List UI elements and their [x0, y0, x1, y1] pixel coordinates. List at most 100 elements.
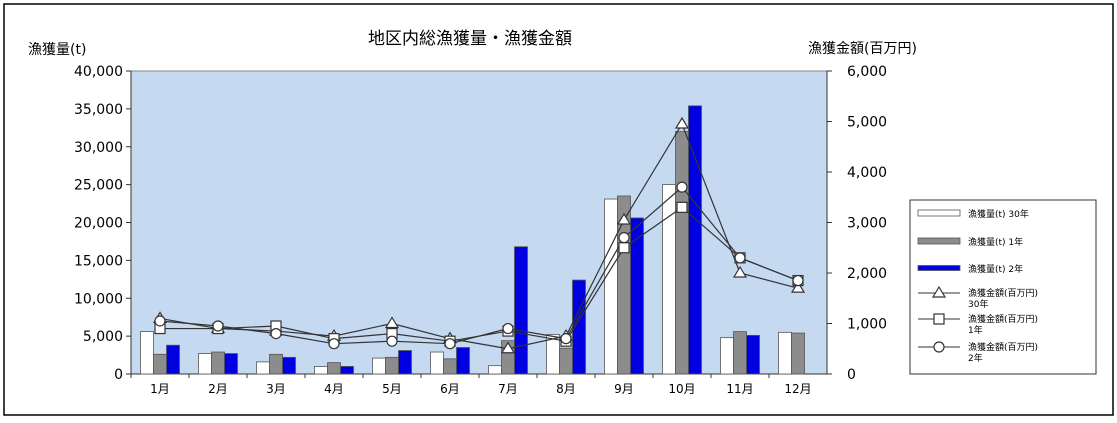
line-marker-triangle: [674, 116, 690, 129]
legend-swatch: [917, 265, 961, 271]
y-tick-label: 25,000: [74, 178, 123, 194]
y2-tick-label: 5,000: [847, 115, 887, 131]
line-marker-circle: [792, 274, 804, 287]
bar: [269, 353, 283, 375]
bar: [198, 353, 212, 375]
y-tick-label: 20,000: [74, 216, 123, 232]
line-marker-circle: [734, 252, 746, 264]
y2-axis-label: 漁獲金額(百万円): [808, 41, 917, 57]
bar: [327, 362, 341, 375]
y-tick-label: 10,000: [74, 291, 123, 307]
legend-label-year: 2年: [968, 352, 983, 364]
y2-tick-label: 6,000: [847, 64, 887, 80]
y-tick-label: 30,000: [74, 140, 123, 156]
x-tick-label: 1月: [150, 382, 170, 396]
legend-label: 漁獲金額(百万円): [968, 313, 1038, 325]
bar: [559, 347, 573, 375]
bar: [675, 131, 689, 375]
bar: [514, 246, 528, 375]
legend-swatch: [917, 209, 961, 217]
y-tick-label: 40,000: [74, 64, 123, 80]
line-marker-circle: [560, 333, 572, 345]
y-axis-label: 漁獲量(t): [28, 42, 86, 58]
x-tick-label: 11月: [726, 382, 753, 396]
y2-tick-label: 2,000: [847, 266, 887, 282]
line-marker-square: [676, 201, 688, 213]
y2-tick-label: 0: [847, 367, 856, 383]
series-line: [159, 122, 799, 350]
line-marker-triangle: [384, 316, 400, 329]
line-marker-circle: [933, 341, 945, 353]
bar: [791, 332, 805, 375]
bar: [166, 344, 180, 375]
bar: [385, 356, 399, 375]
bar: [488, 365, 502, 375]
bar: [372, 357, 386, 375]
bar: [430, 351, 444, 375]
line-marker-triangle: [732, 265, 748, 278]
line-marker-circle: [676, 181, 688, 193]
line-marker-square: [933, 313, 945, 325]
line-marker-triangle: [931, 285, 947, 298]
line-marker-circle: [154, 315, 166, 327]
bar: [224, 353, 238, 375]
legend-label-year: 1年: [968, 324, 983, 336]
y-tick-label: 35,000: [74, 102, 123, 118]
bar: [314, 366, 328, 375]
y2-tick-label: 4,000: [847, 165, 887, 181]
bar: [398, 350, 412, 375]
y2-tick-label: 1,000: [847, 317, 887, 333]
x-tick-label: 10月: [668, 382, 695, 396]
legend-label: 漁獲量(t) 2年: [968, 263, 1023, 275]
bar: [443, 358, 457, 375]
y-tick-label: 15,000: [74, 253, 123, 269]
line-marker-circle: [618, 232, 630, 244]
bar: [282, 356, 296, 375]
line-marker-triangle: [500, 341, 516, 354]
bar: [733, 331, 747, 375]
x-tick-label: 3月: [266, 382, 286, 396]
line-marker-square: [618, 242, 630, 254]
x-tick-label: 9月: [614, 382, 634, 396]
line-marker-circle: [502, 322, 514, 335]
bar: [340, 366, 354, 375]
line-marker-circle: [270, 328, 282, 340]
legend-label: 漁獲量(t) 30年: [968, 208, 1029, 220]
bar: [211, 351, 225, 375]
line-marker-triangle: [790, 280, 806, 293]
bar: [630, 217, 644, 375]
chart-title: 地区内総漁獲量・漁獲金額: [368, 29, 572, 49]
legend-label: 漁獲金額(百万円): [968, 287, 1038, 299]
bar: [153, 353, 167, 375]
legend-swatch: [917, 237, 961, 245]
y-tick-label: 5,000: [83, 329, 123, 345]
x-tick-label: 4月: [324, 382, 344, 396]
bar: [688, 105, 702, 375]
x-tick-label: 2月: [208, 382, 228, 396]
x-tick-label: 12月: [784, 382, 811, 396]
x-tick-label: 6月: [440, 382, 460, 396]
y-tick-label: 0: [114, 367, 123, 383]
y2-tick-label: 3,000: [847, 216, 887, 232]
bar: [604, 198, 618, 375]
x-tick-label: 8月: [556, 382, 576, 396]
line-marker-circle: [212, 320, 224, 332]
legend-label-year: 30年: [968, 298, 988, 310]
bar: [720, 337, 734, 375]
bar: [140, 331, 154, 375]
legend-label: 漁獲量(t) 1年: [968, 236, 1023, 248]
line-marker-circle: [386, 335, 398, 347]
line-marker-triangle: [616, 212, 632, 225]
series-line: [159, 186, 799, 345]
x-tick-label: 7月: [498, 382, 518, 396]
line-marker-circle: [444, 338, 456, 350]
bar: [256, 361, 270, 375]
x-tick-label: 5月: [382, 382, 402, 396]
legend-label: 漁獲金額(百万円): [968, 341, 1038, 353]
line-marker-circle: [328, 338, 340, 350]
bar: [456, 347, 470, 375]
bar: [746, 334, 760, 375]
